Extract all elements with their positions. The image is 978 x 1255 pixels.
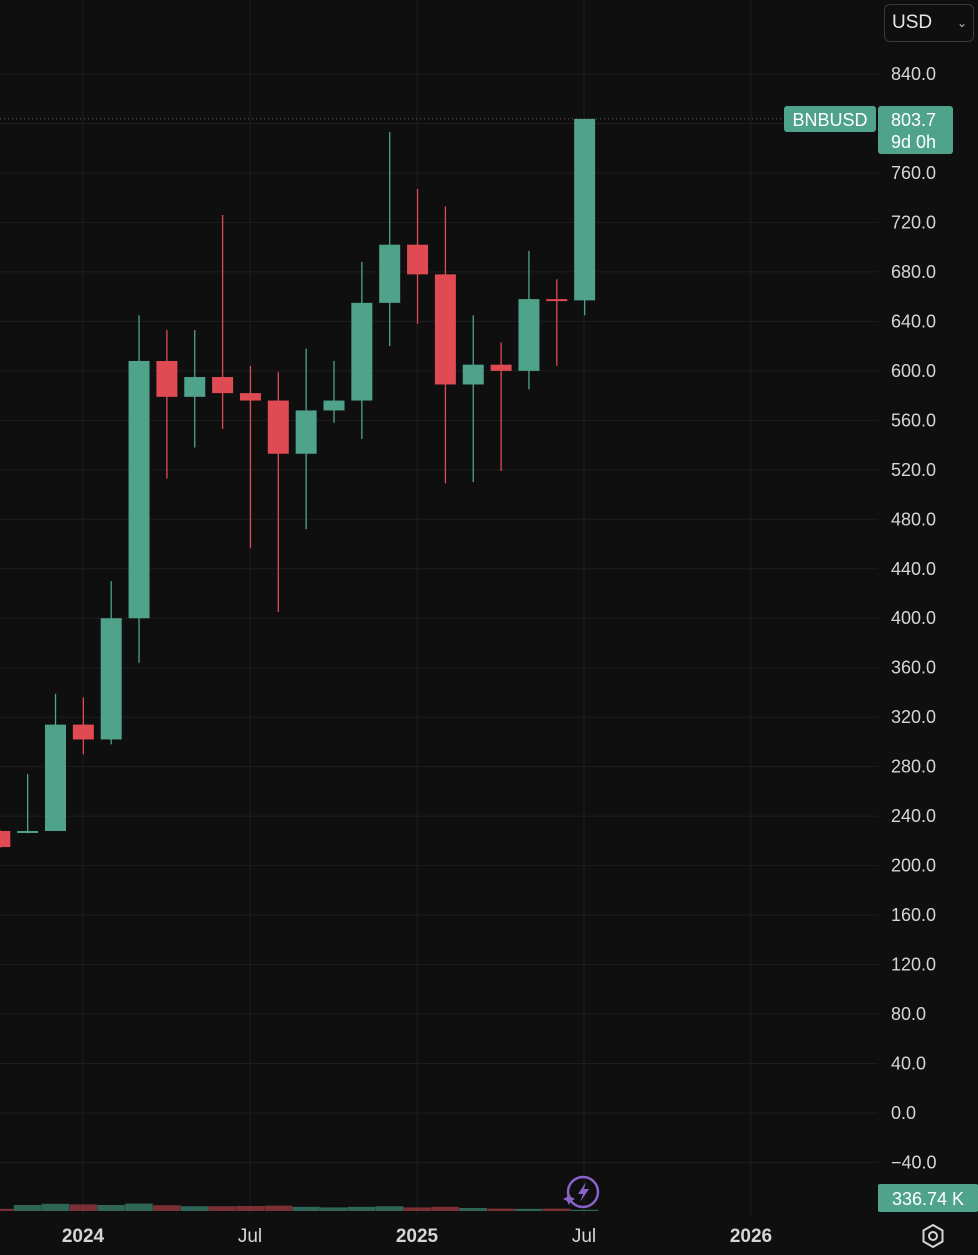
volume-bar [208, 1206, 237, 1211]
y-tick-label: 480.0 [891, 509, 936, 529]
volume-bar [487, 1208, 515, 1211]
volume-bar [320, 1207, 348, 1211]
candle-body[interactable] [128, 360, 150, 619]
settings-hexagon-icon[interactable] [922, 1223, 944, 1249]
y-tick-label: 160.0 [891, 905, 936, 925]
x-tick-label: 2024 [62, 1226, 105, 1247]
volume-bar [13, 1205, 42, 1211]
volume-bar [570, 1209, 599, 1211]
y-tick-label: 680.0 [891, 262, 936, 282]
volume-bar [180, 1206, 209, 1211]
y-tick-label: 840.0 [891, 64, 936, 84]
candle-body[interactable] [0, 830, 11, 848]
volume-bar [69, 1204, 98, 1211]
y-tick-label: 400.0 [891, 608, 936, 628]
y-tick-label: 80.0 [891, 1004, 926, 1024]
candle-body[interactable] [184, 377, 206, 397]
last-price-badge: 803.7 9d 0h [878, 106, 953, 154]
candle-body[interactable] [17, 830, 39, 833]
candles [0, 118, 596, 849]
candle-body[interactable] [156, 360, 178, 397]
y-tick-label: 760.0 [891, 163, 936, 183]
volume-bars [0, 1203, 599, 1211]
y-tick-label: 360.0 [891, 658, 936, 678]
y-tick-label: 200.0 [891, 856, 936, 876]
volume-bar [459, 1208, 487, 1211]
candle-body[interactable] [351, 302, 373, 401]
y-tick-label: 40.0 [891, 1054, 926, 1074]
y-tick-label: 240.0 [891, 806, 936, 826]
y-tick-label: 0.0 [891, 1103, 916, 1123]
y-tick-label: −40.0 [891, 1152, 937, 1172]
candle-body[interactable] [407, 244, 429, 275]
candle-body[interactable] [72, 724, 94, 740]
candle-body[interactable] [379, 244, 401, 303]
time-axis[interactable]: 2024 Jul 2025 Jul 2026 [62, 1226, 772, 1247]
candle-body[interactable] [462, 364, 484, 385]
volume-bar [264, 1205, 292, 1211]
volume-bar [0, 1208, 14, 1211]
candle-body[interactable] [574, 118, 596, 301]
x-tick-label: 2026 [730, 1226, 772, 1247]
candle-body[interactable] [267, 400, 289, 454]
y-tick-label: 600.0 [891, 361, 936, 381]
volume-bar [403, 1207, 432, 1211]
candle-body[interactable] [490, 364, 512, 371]
symbol-badge: BNBUSD [784, 106, 876, 132]
lightning-sparkle-icon[interactable] [563, 1175, 600, 1209]
volume-bar [542, 1208, 571, 1211]
volume-bar [347, 1206, 376, 1211]
volume-bar [431, 1206, 460, 1211]
volume-bar [515, 1208, 543, 1211]
y-tick-label: 120.0 [891, 955, 936, 975]
symbol-label: BNBUSD [792, 110, 867, 130]
candle-countdown: 9d 0h [891, 132, 936, 152]
volume-bar [97, 1205, 125, 1211]
x-tick-label: 2025 [396, 1226, 439, 1247]
candle-body[interactable] [100, 618, 122, 740]
y-tick-label: 320.0 [891, 707, 936, 727]
volume-bar [236, 1205, 265, 1211]
y-tick-label: 440.0 [891, 559, 936, 579]
y-tick-label: 280.0 [891, 757, 936, 777]
last-price-value: 803.7 [891, 110, 936, 130]
x-tick-label: Jul [238, 1226, 262, 1247]
volume-value: 336.74 K [892, 1189, 964, 1209]
volume-bar [41, 1203, 70, 1211]
candle-body[interactable] [434, 274, 456, 385]
candle-body[interactable] [546, 299, 568, 302]
currency-selector[interactable]: USD ⌄ [884, 4, 974, 42]
volume-bar [375, 1206, 404, 1211]
y-tick-label: 640.0 [891, 311, 936, 331]
y-tick-label: 560.0 [891, 410, 936, 430]
currency-value: USD [892, 12, 933, 33]
y-tick-label: 720.0 [891, 212, 936, 232]
candle-body[interactable] [212, 377, 234, 394]
chevron-down-icon: ⌄ [956, 16, 967, 30]
volume-bar [125, 1203, 153, 1211]
candle-body[interactable] [323, 400, 345, 411]
x-tick-label: Jul [572, 1226, 596, 1247]
candle-body[interactable] [239, 393, 261, 401]
candle-body[interactable] [45, 724, 66, 831]
volume-badge: 336.74 K [878, 1184, 978, 1212]
candle-body[interactable] [518, 299, 540, 371]
candle-body[interactable] [295, 410, 317, 454]
volume-bar [292, 1206, 320, 1211]
volume-bar [153, 1205, 181, 1211]
y-tick-label: 520.0 [891, 460, 936, 480]
